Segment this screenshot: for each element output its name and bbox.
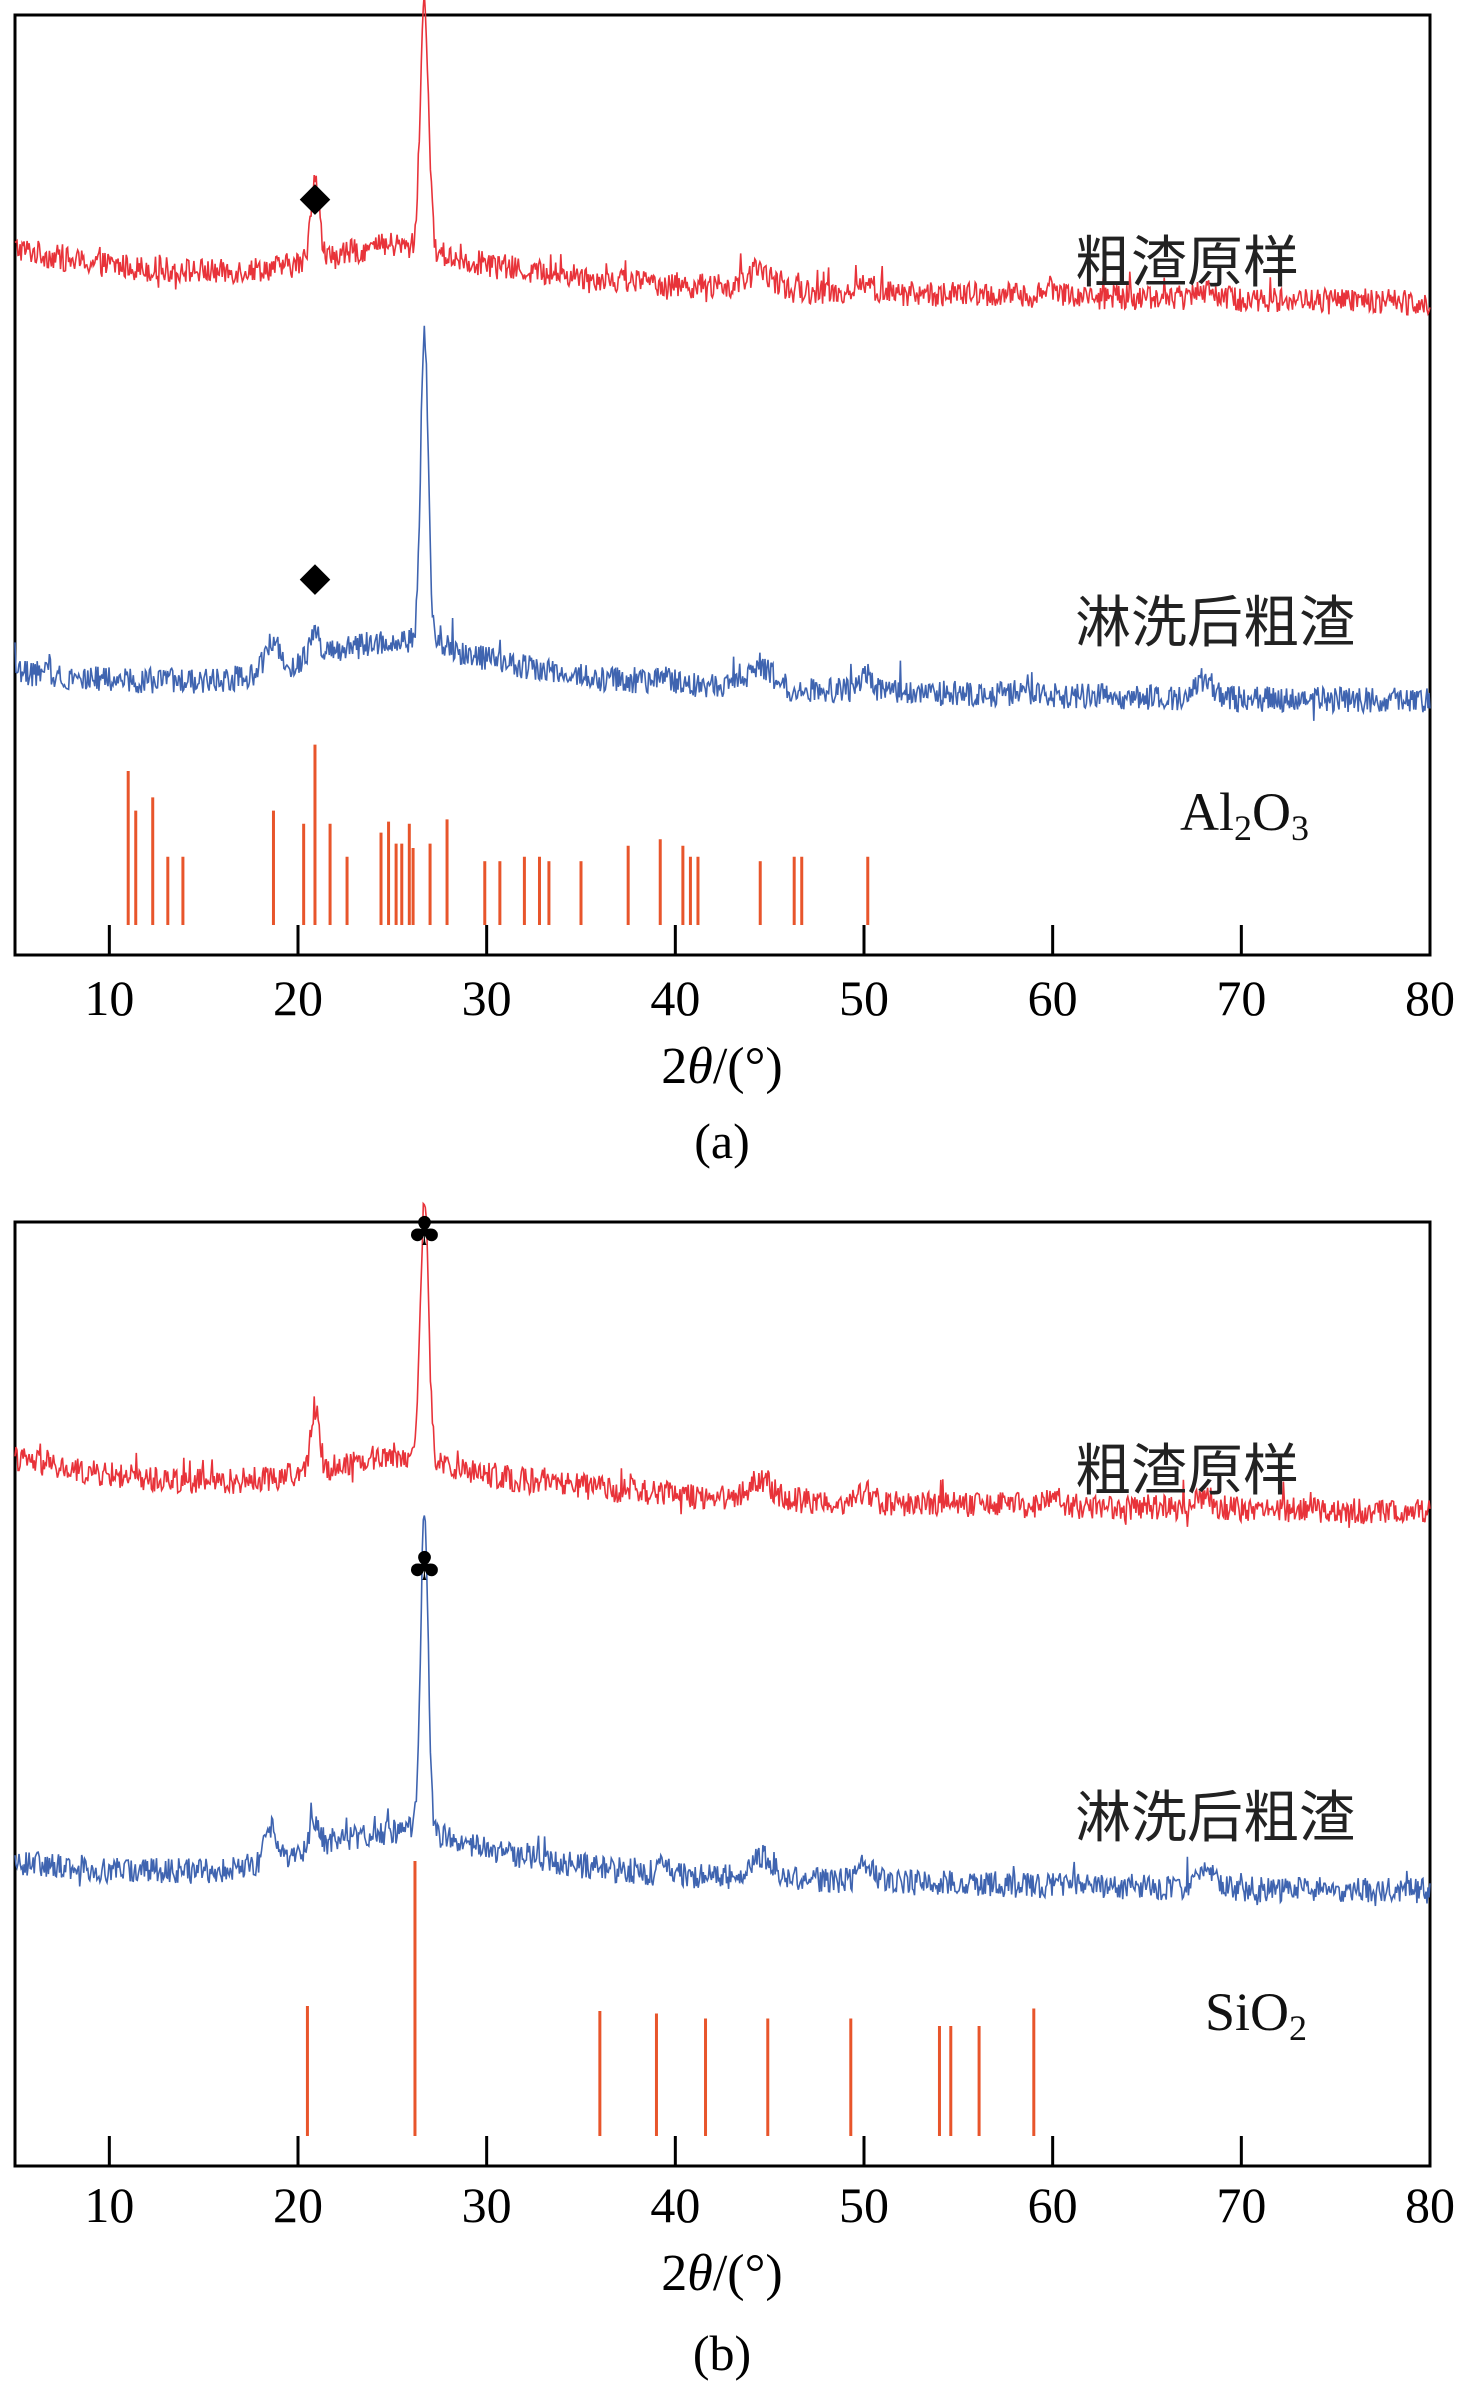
x-tick-label: 60 bbox=[1028, 2177, 1078, 2233]
series-label-washed: 淋洗后粗渣 bbox=[1075, 1786, 1355, 1851]
x-tick-label: 10 bbox=[84, 2177, 134, 2233]
xrd-series-line bbox=[14, 325, 1431, 721]
x-axis-label-theta: θ bbox=[687, 1038, 713, 1095]
reference-label-sub1: 2 bbox=[1289, 2008, 1307, 2048]
xrd-chart-panel-b: 10 20 30 40 50 60 70 80 粗渣原样 淋洗后粗渣 SiO2 ♣ ♣ 2θ/(… bbox=[0, 1200, 1473, 2400]
x-tick-label: 60 bbox=[1028, 970, 1078, 1026]
x-tick-label: 30 bbox=[462, 2177, 512, 2233]
club-marker-icon: ♣ bbox=[406, 1544, 442, 1590]
x-tick-label: 70 bbox=[1216, 2177, 1266, 2233]
xrd-series-line bbox=[14, 1201, 1431, 1528]
xrd-chart-panel-a: 10 20 30 40 50 60 70 80 粗渣原样 淋洗后粗渣 Al2O3 ◆ ◆ 2θ/… bbox=[0, 0, 1473, 1200]
x-tick-label: 50 bbox=[839, 970, 889, 1026]
diamond-marker-icon: ◆ bbox=[300, 554, 331, 600]
reference-label-sub2: 3 bbox=[1291, 808, 1309, 848]
reference-lines bbox=[126, 744, 870, 925]
diamond-marker-icon: ◆ bbox=[300, 174, 331, 220]
x-axis-label-post: /(°) bbox=[713, 2245, 783, 2302]
club-marker-icon: ♣ bbox=[406, 1209, 442, 1255]
x-tick-label: 40 bbox=[650, 2177, 700, 2233]
peak-markers: ◆◆ bbox=[300, 174, 331, 600]
xrd-series-line bbox=[14, 0, 1431, 317]
x-tick-label: 10 bbox=[84, 970, 134, 1026]
peak-markers: ♣♣ bbox=[406, 1209, 442, 1590]
reference-label-main: Al bbox=[1180, 782, 1234, 842]
series-label-washed: 淋洗后粗渣 bbox=[1075, 591, 1355, 656]
x-tick-labels: 10 20 30 40 50 60 70 80 bbox=[84, 2177, 1455, 2233]
x-tick-label: 80 bbox=[1405, 970, 1455, 1026]
reference-label-main: SiO bbox=[1205, 1982, 1289, 2042]
x-tick-label: 70 bbox=[1216, 970, 1266, 1026]
x-tick-label: 20 bbox=[273, 970, 323, 1026]
panel-caption: (a) bbox=[694, 1113, 750, 1169]
series-lines bbox=[14, 1201, 1431, 1907]
x-axis-label-post: /(°) bbox=[713, 1038, 783, 1095]
x-axis-ticks bbox=[107, 925, 1432, 955]
series-label-raw: 粗渣原样 bbox=[1075, 1439, 1299, 1504]
x-tick-label: 30 bbox=[462, 970, 512, 1026]
x-axis-label-theta: θ bbox=[687, 2245, 713, 2302]
x-axis-label: 2θ/(°) bbox=[661, 2245, 782, 2302]
xrd-chart-b-svg: 10 20 30 40 50 60 70 80 粗渣原样 淋洗后粗渣 SiO2 ♣♣ 2θ/(… bbox=[13, 1201, 1455, 2381]
x-tick-labels: 10 20 30 40 50 60 70 80 bbox=[84, 970, 1455, 1026]
reference-lines bbox=[305, 1861, 1036, 2136]
x-tick-label: 20 bbox=[273, 2177, 323, 2233]
series-label-raw: 粗渣原样 bbox=[1075, 231, 1299, 296]
xrd-series-line bbox=[14, 1515, 1431, 1907]
panel-caption: (b) bbox=[693, 2325, 751, 2381]
plot-frame bbox=[13, 13, 1432, 957]
x-axis-label-pre: 2 bbox=[661, 1038, 687, 1095]
x-tick-label: 50 bbox=[839, 2177, 889, 2233]
xrd-chart-a-svg: 10 20 30 40 50 60 70 80 粗渣原样 淋洗后粗渣 Al2O3 ◆◆ 2θ/… bbox=[13, 0, 1455, 1169]
reference-label: SiO2 bbox=[1205, 1982, 1307, 2048]
x-axis-label: 2θ/(°) bbox=[661, 1038, 782, 1095]
reference-label-mid: O bbox=[1252, 782, 1291, 842]
x-tick-label: 80 bbox=[1405, 2177, 1455, 2233]
plot-frame bbox=[13, 1220, 1432, 2168]
series-lines bbox=[14, 0, 1431, 721]
x-axis-ticks bbox=[107, 2136, 1432, 2166]
x-tick-label: 40 bbox=[650, 970, 700, 1026]
reference-label: Al2O3 bbox=[1180, 782, 1309, 848]
x-axis-label-pre: 2 bbox=[661, 2245, 687, 2302]
reference-label-sub1: 2 bbox=[1234, 808, 1252, 848]
